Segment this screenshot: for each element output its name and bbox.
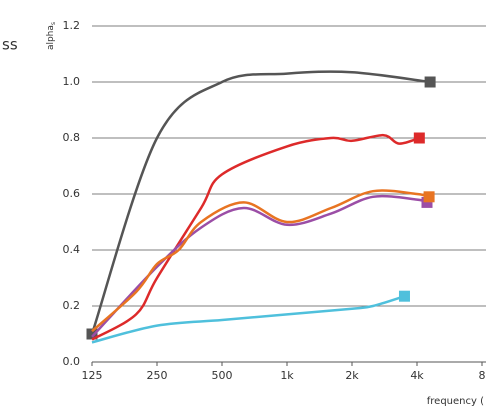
end-marker	[413, 132, 425, 144]
end-marker	[424, 76, 436, 88]
start-marker	[86, 328, 98, 340]
line	[91, 189, 430, 333]
x-tick-label: 4k	[410, 369, 424, 382]
end-marker	[398, 290, 410, 302]
line	[91, 194, 428, 338]
x-tick-label: 2k	[345, 369, 359, 382]
x-axis-label: frequency (	[427, 396, 484, 407]
side-text: ss	[2, 36, 18, 54]
end-marker	[421, 196, 433, 208]
x-tick-label: 500	[212, 369, 233, 382]
y-tick-label: 0.6	[63, 187, 81, 200]
y-label: alpha	[46, 25, 56, 50]
line	[90, 70, 431, 335]
line	[91, 295, 405, 344]
y-tick-label: 1.0	[63, 75, 81, 88]
y-tick-label: 0.4	[63, 243, 81, 256]
x-tick-label: 250	[147, 369, 168, 382]
y-tick-label: 0.0	[63, 355, 81, 368]
line	[91, 133, 420, 341]
x-tick-label: 8	[479, 369, 486, 382]
x-tick-label: 125	[82, 369, 103, 382]
end-marker	[423, 191, 435, 203]
y-tick-label: 0.2	[63, 299, 81, 312]
y-label-sub: s	[50, 22, 57, 25]
y-tick-label: 1.2	[63, 19, 81, 32]
y-axis-label: alphas	[46, 22, 57, 50]
y-tick-label: 0.8	[63, 131, 81, 144]
x-tick-label: 1k	[280, 369, 294, 382]
